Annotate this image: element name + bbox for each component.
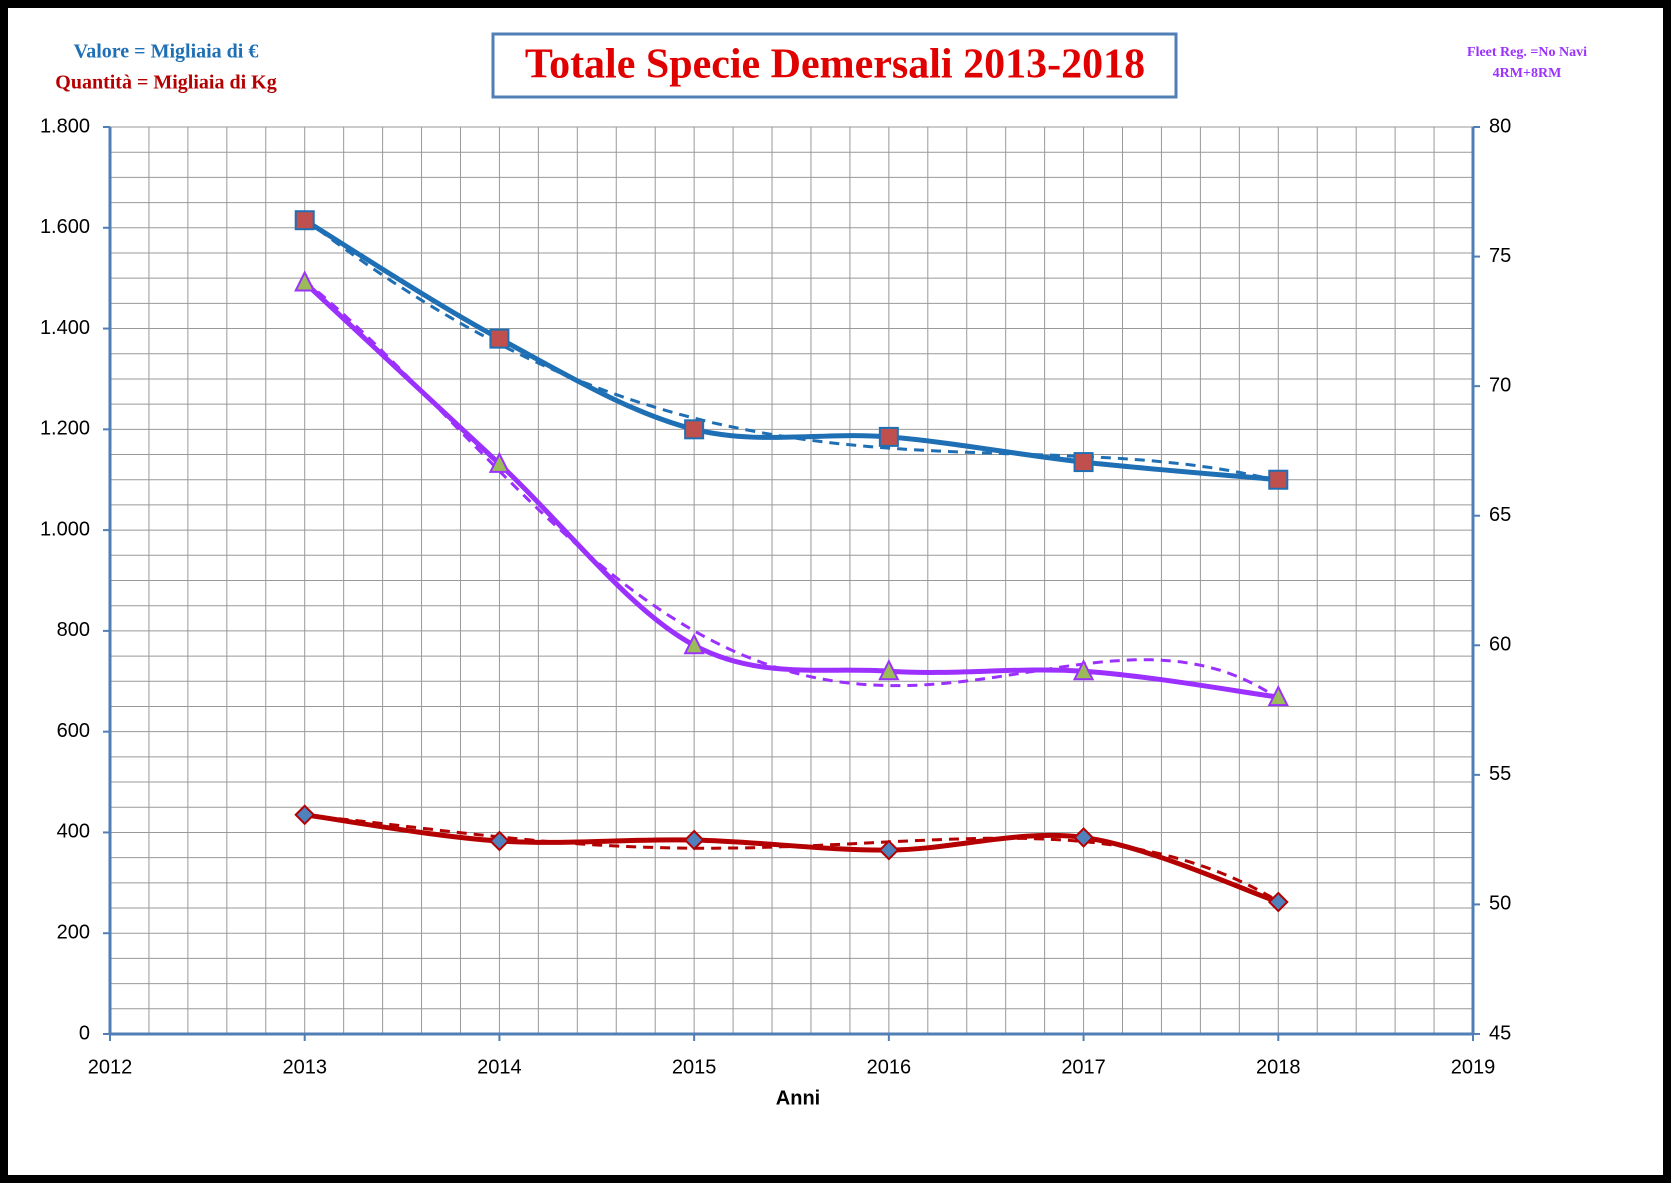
- marker: [294, 804, 316, 826]
- x-axis-label: Anni: [776, 1087, 820, 1109]
- marker: [878, 426, 899, 447]
- marker: [878, 658, 900, 681]
- annotation: 4RM+8RM: [1493, 66, 1562, 81]
- marker: [1267, 684, 1289, 707]
- y-tick-label: 1.600: [40, 216, 90, 238]
- legend-entry: Valore = Migliaia di €: [74, 41, 259, 63]
- marker: [1073, 452, 1094, 473]
- y-tick-label: 0: [79, 1022, 90, 1044]
- y2-tick-label: 75: [1489, 245, 1511, 267]
- x-tick-label: 2018: [1256, 1056, 1301, 1078]
- y-tick-label: 1.200: [40, 418, 90, 440]
- series-line: [303, 218, 1279, 483]
- x-tick-label: 2019: [1451, 1056, 1496, 1078]
- y2-tick-label: 55: [1489, 763, 1511, 785]
- marker: [488, 451, 511, 473]
- y-tick-label: 200: [57, 922, 90, 944]
- marker: [489, 830, 510, 852]
- y-tick-label: 600: [57, 720, 90, 742]
- trendline: [303, 217, 1279, 483]
- x-tick-label: 2017: [1061, 1056, 1106, 1078]
- y-tick-label: 400: [57, 821, 90, 843]
- legend-entry: Quantità = Migliaia di Kg: [55, 72, 276, 94]
- marker: [489, 328, 510, 349]
- marker: [683, 829, 705, 851]
- x-tick-label: 2014: [477, 1056, 522, 1078]
- y2-tick-label: 65: [1489, 504, 1511, 526]
- marker: [294, 270, 316, 292]
- y2-tick-label: 80: [1489, 115, 1511, 137]
- y-tick-label: 1.800: [40, 115, 90, 137]
- y2-tick-label: 70: [1489, 374, 1511, 396]
- series-line: [303, 280, 1279, 700]
- title-box: [491, 32, 1178, 99]
- marker: [683, 633, 705, 655]
- x-tick-label: 2012: [88, 1056, 133, 1078]
- y-tick-label: 1.000: [40, 518, 90, 540]
- legend-entry: Fleet Reg. =No Navi: [1467, 45, 1587, 60]
- marker: [294, 210, 315, 231]
- marker: [1267, 891, 1289, 913]
- marker: [878, 839, 900, 861]
- y2-tick-label: 60: [1489, 634, 1511, 656]
- y-tick-label: 800: [57, 619, 90, 641]
- x-tick-label: 2013: [282, 1056, 327, 1078]
- marker: [1073, 827, 1094, 848]
- y2-tick-label: 45: [1489, 1022, 1511, 1044]
- marker: [1072, 658, 1095, 681]
- y2-tick-label: 50: [1489, 893, 1511, 915]
- marker: [684, 419, 705, 440]
- chart-title: Totale Specie Demersali 2013-2018: [525, 42, 1145, 88]
- marker: [1268, 469, 1289, 490]
- x-tick-label: 2015: [672, 1056, 717, 1078]
- y-tick-label: 1.400: [40, 317, 90, 339]
- x-tick-label: 2016: [867, 1056, 912, 1078]
- trendline: [303, 279, 1280, 700]
- series-line: [304, 812, 1280, 905]
